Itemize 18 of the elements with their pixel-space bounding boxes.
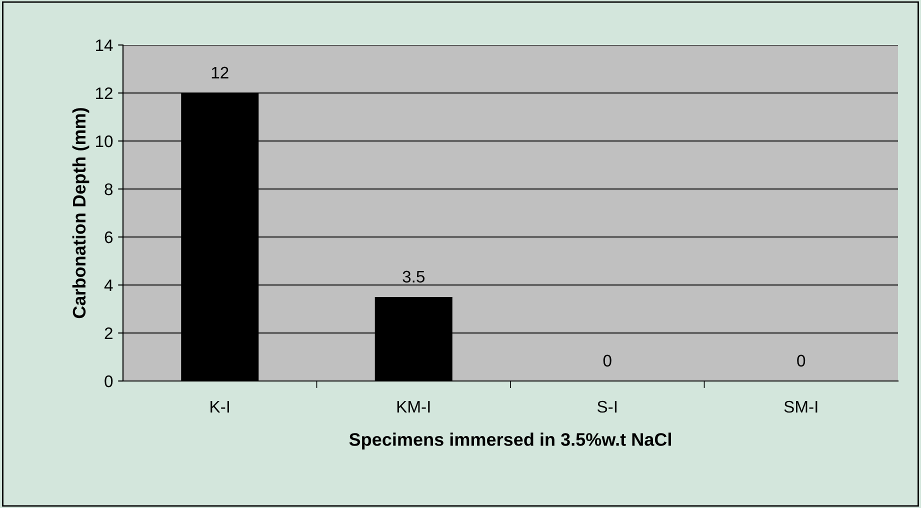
y-tick-label: 12	[96, 87, 112, 100]
y-tick-label: 10	[96, 135, 113, 148]
x-tick-label: S-I	[597, 400, 616, 413]
data-label: 12	[212, 66, 228, 78]
y-tick-label: 4	[104, 280, 113, 292]
x-tick-label: KM-I	[397, 401, 430, 413]
y-tick-label: 2	[104, 327, 112, 340]
y-axis-title: Carbonation Depth (mm)	[72, 108, 90, 318]
y-tick-label: 8	[104, 183, 113, 196]
x-tick-label: K-I	[210, 401, 229, 413]
y-tick-label: 14	[96, 40, 113, 52]
data-label: 3.5	[402, 270, 425, 283]
y-tick-label: 6	[104, 231, 113, 244]
data-label: 0	[603, 354, 612, 367]
x-tick-label: SM-I	[784, 400, 818, 413]
y-tick-label: 0	[104, 375, 113, 388]
x-axis-title: Specimens immersed in 3.5%w.t NaCl	[349, 432, 671, 450]
data-label: 0	[797, 354, 806, 367]
